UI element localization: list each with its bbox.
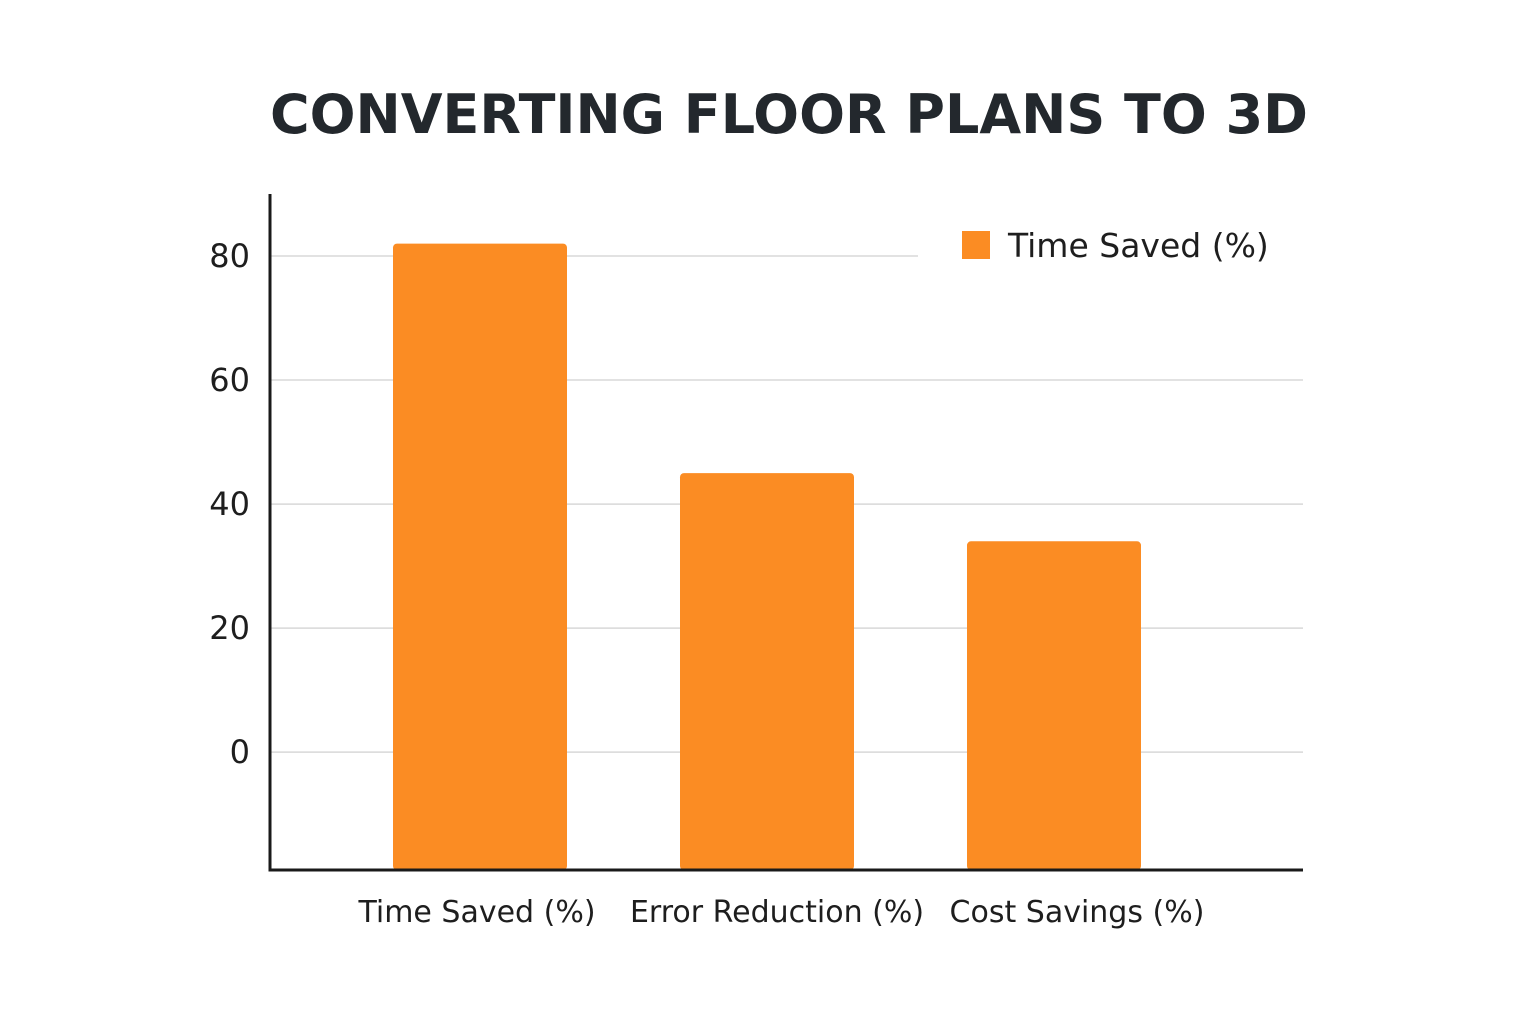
x-axis-labels: Time Saved (%) Error Reduction (%) Cost Sa… — [357, 895, 1204, 930]
y-tick-label-40: 40 — [209, 485, 250, 523]
y-tick-label-80: 80 — [209, 237, 250, 275]
y-tick-label-0: 0 — [230, 733, 250, 771]
legend-label: Time Saved (%) — [1007, 226, 1269, 265]
x-tick-label-3: Cost Savings (%) — [950, 895, 1205, 930]
legend: Time Saved (%) — [918, 215, 1303, 275]
bar-2 — [680, 473, 854, 870]
y-axis-ticks: 0 20 40 60 80 — [209, 237, 250, 771]
bar-1 — [393, 243, 567, 870]
x-tick-label-2: Error Reduction (%) — [630, 895, 924, 930]
y-tick-label-60: 60 — [209, 361, 250, 399]
y-tick-label-20: 20 — [209, 609, 250, 647]
axes — [268, 194, 1303, 872]
bar-3 — [967, 541, 1141, 870]
legend-swatch — [962, 231, 990, 259]
x-tick-label-1: Time Saved (%) — [357, 895, 595, 930]
chart-title: CONVERTING FLOOR PLANS TO 3D — [270, 83, 1308, 146]
bars — [393, 243, 1141, 870]
